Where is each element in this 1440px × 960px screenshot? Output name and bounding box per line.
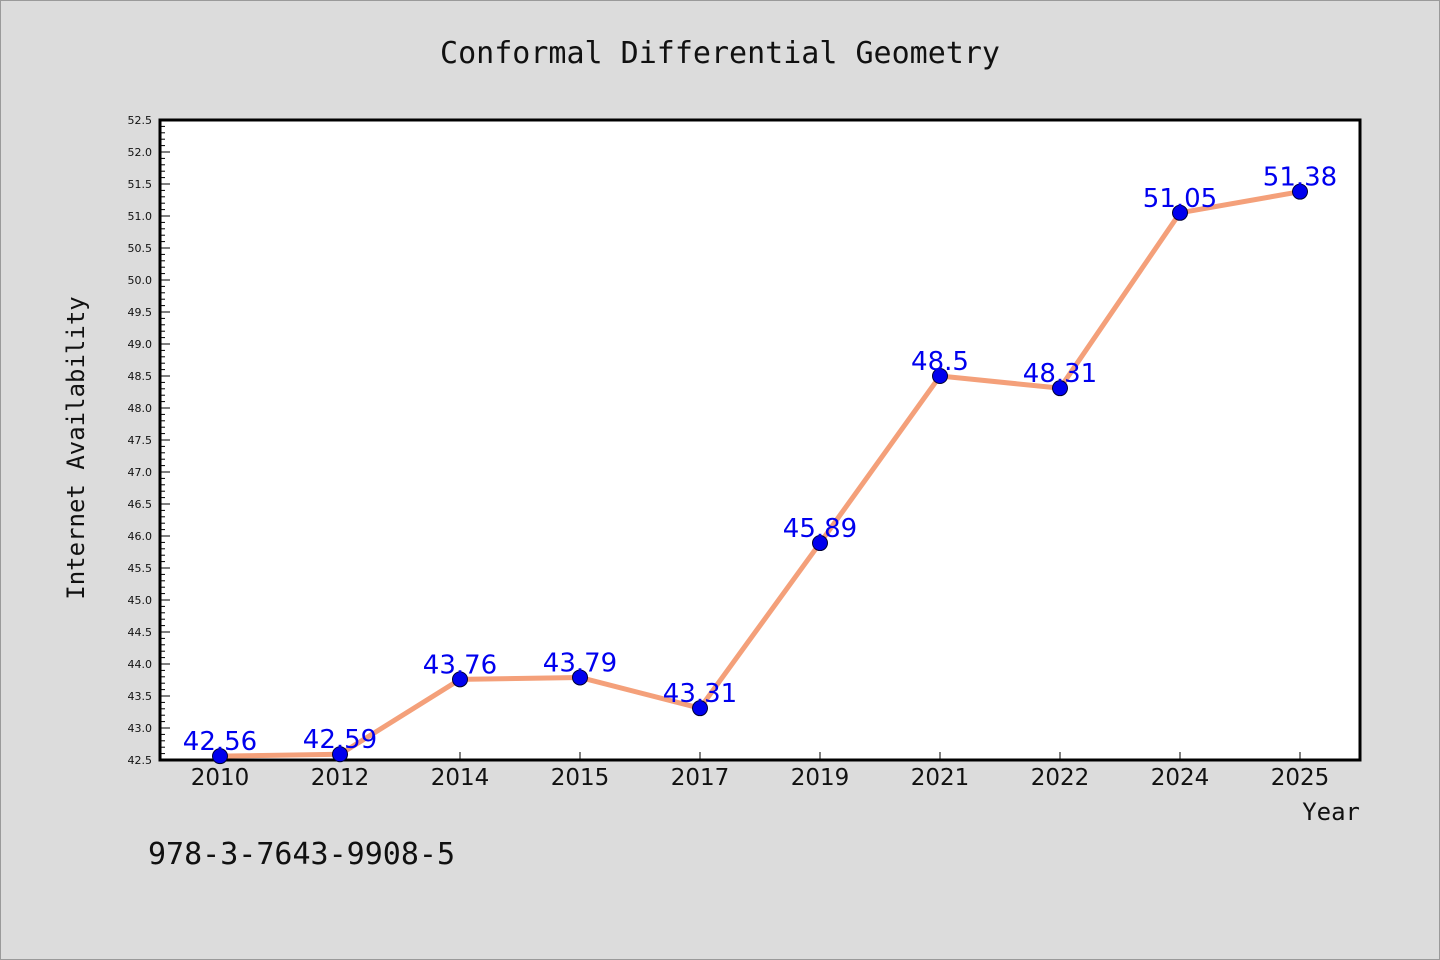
plot-area <box>158 118 1362 762</box>
y-tick-label: 47.5 <box>128 434 153 447</box>
x-axis-label: Year <box>1302 798 1360 826</box>
x-tick-label: 2024 <box>1151 765 1210 791</box>
data-point <box>332 746 348 763</box>
data-label: 48.5 <box>911 347 969 377</box>
x-tick-label: 2017 <box>671 765 730 791</box>
x-tick-label: 2021 <box>911 765 970 791</box>
data-point <box>452 671 468 688</box>
data-labels: 42.56 42.59 43.76 43.79 43.31 45.89 48.5 48.31 5… <box>183 163 1337 757</box>
data-label: 42.56 <box>183 727 257 757</box>
y-tick-label: 43.5 <box>128 690 153 703</box>
data-point <box>572 669 588 686</box>
data-point <box>212 748 228 765</box>
y-tick-label: 43.0 <box>128 722 153 735</box>
y-tick-label: 52.0 <box>128 146 153 159</box>
y-tick-label: 42.5 <box>128 754 153 767</box>
data-point <box>1292 183 1308 200</box>
y-tick-label: 52.5 <box>128 114 153 127</box>
isbn-text: 978-3-7643-9908-5 <box>148 837 455 872</box>
data-point <box>932 368 948 384</box>
data-point <box>1172 204 1188 221</box>
y-tick-label: 46.0 <box>128 530 153 543</box>
data-label: 42.59 <box>303 725 377 755</box>
y-axis: 42.5 43.0 43.5 44.0 44.5 45.0 45.5 46.0 46.5 47.0… <box>128 114 170 767</box>
y-axis-label: Internet Availability <box>62 296 90 599</box>
data-markers <box>212 183 1308 765</box>
x-tick-label: 2025 <box>1271 765 1330 791</box>
y-tick-label: 48.0 <box>128 402 153 415</box>
x-tick-label: 2022 <box>1031 765 1090 791</box>
y-tick-label: 44.5 <box>128 626 153 639</box>
x-tick-label: 2014 <box>431 765 490 791</box>
data-label: 48.31 <box>1023 359 1097 389</box>
y-tick-label: 45.5 <box>128 562 153 575</box>
data-label: 43.76 <box>423 650 497 680</box>
y-tick-label: 49.0 <box>128 338 153 351</box>
data-label: 51.38 <box>1263 163 1337 193</box>
data-label: 43.79 <box>543 648 617 678</box>
x-tick-label: 2015 <box>551 765 610 791</box>
x-tick-label: 2010 <box>191 765 250 791</box>
y-tick-label: 47.0 <box>128 466 153 479</box>
data-label: 43.31 <box>663 679 737 709</box>
data-point <box>812 535 828 552</box>
data-label: 45.89 <box>783 514 857 544</box>
y-tick-label: 50.0 <box>128 274 153 287</box>
y-tick-label: 49.5 <box>128 306 153 319</box>
y-tick-label: 50.5 <box>128 242 153 255</box>
series-line <box>219 189 1301 759</box>
y-tick-label: 51.5 <box>128 178 153 191</box>
data-point <box>1052 380 1068 397</box>
x-axis: 2010 2012 2014 2015 2017 2019 2021 2022 2024 2025 <box>191 752 1330 791</box>
y-tick-label: 48.5 <box>128 370 153 383</box>
x-tick-label: 2012 <box>311 765 370 791</box>
chart-title: Conformal Differential Geometry <box>440 36 1000 71</box>
y-tick-label: 46.5 <box>128 498 153 511</box>
series-polyline <box>219 189 1301 759</box>
data-point <box>692 700 708 717</box>
y-tick-label: 45.0 <box>128 594 153 607</box>
y-tick-label: 51.0 <box>128 210 153 223</box>
x-tick-label: 2019 <box>791 765 850 791</box>
data-label: 51.05 <box>1143 184 1217 214</box>
y-tick-label: 44.0 <box>128 658 153 671</box>
